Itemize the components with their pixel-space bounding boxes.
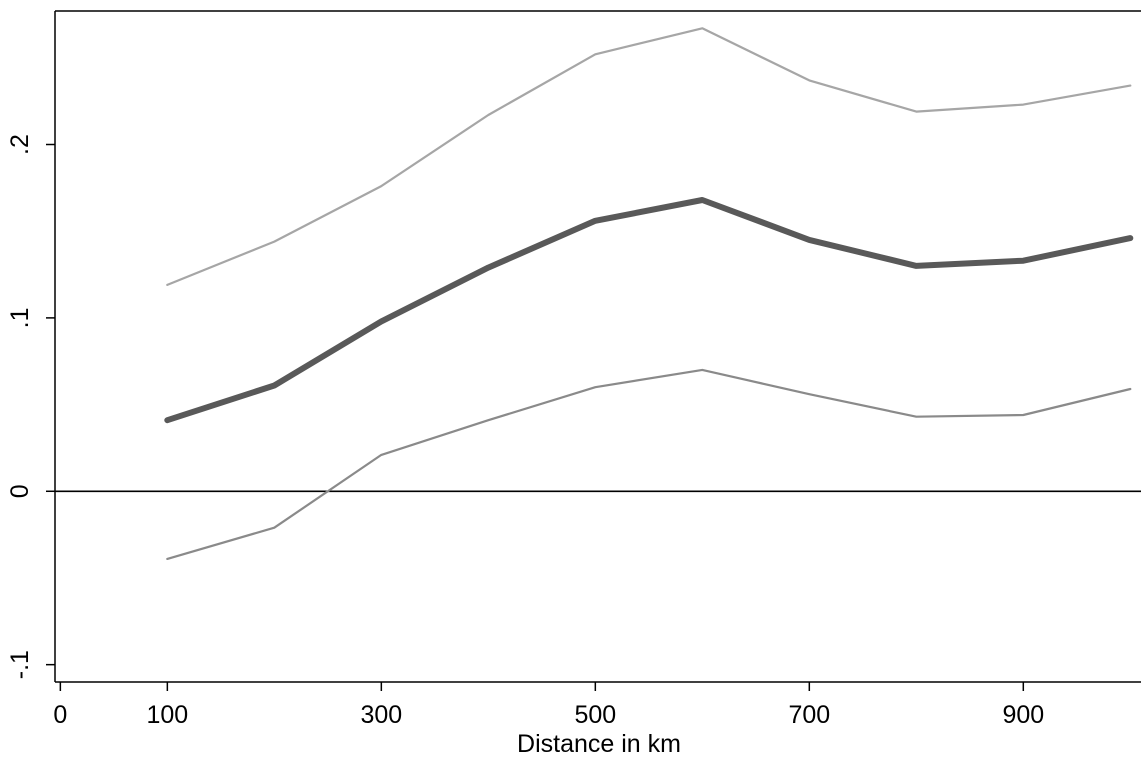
x-tick-label: 500 — [574, 701, 616, 729]
x-tick-label: 300 — [360, 701, 402, 729]
y-axis: -.1 0 .1 .2 — [6, 134, 55, 679]
x-tick-label: 0 — [53, 701, 67, 729]
y-tick-label: .2 — [6, 134, 34, 155]
series-line-lower — [166, 368, 1132, 561]
x-tick-label: 700 — [788, 701, 830, 729]
series-line-estimate — [164, 197, 1134, 424]
y-tick-label: .1 — [6, 307, 34, 328]
y-tick-label: -.1 — [6, 650, 34, 679]
x-tick-label: 900 — [1002, 701, 1044, 729]
y-tick-label: 0 — [6, 484, 34, 498]
x-axis: 0 100 300 500 700 900 — [53, 682, 1044, 729]
x-tick-label: 100 — [146, 701, 188, 729]
plot-frame — [54, 10, 1141, 683]
x-axis-title: Distance in km — [517, 730, 681, 758]
series-layer — [164, 27, 1134, 561]
series-line-upper — [166, 27, 1132, 286]
